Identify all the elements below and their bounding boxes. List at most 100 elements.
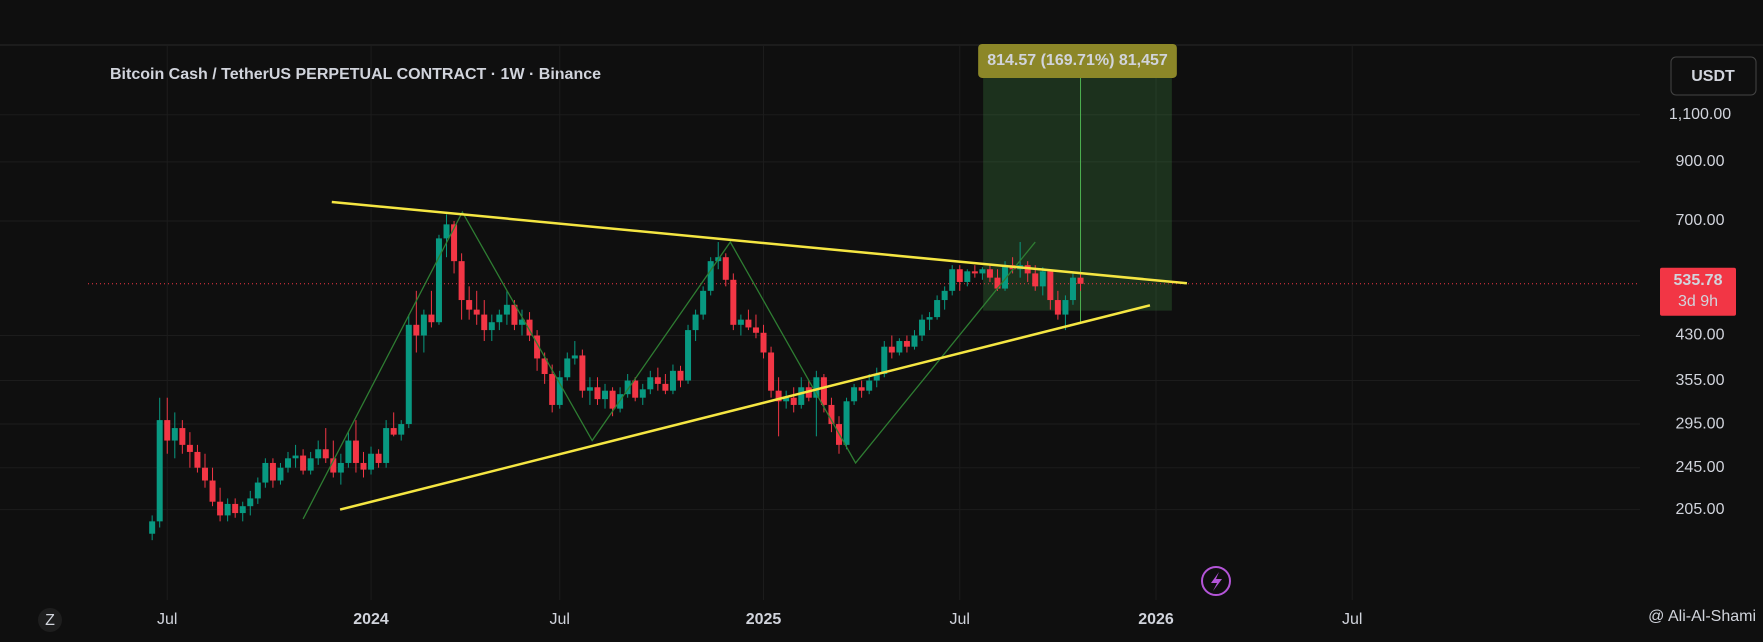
candle-body (602, 390, 609, 400)
zoom-icon[interactable]: Z (45, 612, 55, 629)
candle-body (594, 387, 601, 400)
candle-body (888, 346, 895, 353)
candle-body (534, 335, 541, 359)
candle-body (745, 319, 752, 328)
candle-body (315, 449, 322, 459)
candle-body (768, 352, 775, 391)
x-tick-label: Jul (550, 611, 570, 628)
y-tick-label: 700.00 (1676, 212, 1725, 229)
x-tick-label: Jul (950, 611, 970, 628)
candle-body (156, 420, 163, 522)
candle-body (503, 304, 510, 315)
x-tick-label: 2025 (746, 611, 782, 628)
event-bolt (1211, 572, 1222, 591)
candle-body (639, 389, 646, 398)
candle-body (752, 327, 759, 333)
candle-body (798, 387, 805, 405)
candle-body (941, 290, 948, 301)
candle-body (692, 314, 699, 331)
candle-body (398, 424, 405, 435)
candle-body (828, 404, 835, 425)
candle-body (232, 503, 239, 514)
event-icon[interactable] (1201, 566, 1231, 596)
candle-body (760, 332, 767, 353)
position-label: 814.57 (169.71%) 81,457 (987, 52, 1168, 69)
candle-body (571, 355, 578, 359)
candle-body (851, 387, 858, 402)
candle-body (934, 300, 941, 318)
watermark: @ Ali-Al-Shami (1648, 608, 1756, 625)
candle-body (201, 467, 208, 481)
candle-body (352, 440, 359, 463)
candle-body (337, 462, 344, 473)
candle-body (632, 380, 639, 398)
x-tick-label: Jul (157, 611, 177, 628)
candle-body (783, 397, 790, 402)
position-label-box (978, 43, 1177, 78)
candle-body (662, 383, 669, 391)
candle-body (549, 374, 556, 405)
candle-body (209, 480, 216, 502)
candle-body (254, 482, 261, 499)
y-tick-label: 205.00 (1676, 501, 1725, 518)
candle-body (488, 322, 495, 331)
candle-body (451, 224, 458, 262)
candle-body (360, 462, 367, 470)
x-tick-label: Jul (1342, 611, 1362, 628)
candle-body (458, 261, 465, 301)
candle-body (1054, 300, 1061, 315)
candle-body (949, 269, 956, 291)
zoom-button[interactable] (38, 608, 62, 632)
candle-body (435, 238, 442, 323)
candle-body (466, 300, 473, 310)
currency-label[interactable]: USDT (1691, 68, 1735, 85)
candle-body (624, 380, 631, 395)
candle-body (269, 462, 276, 481)
candle-body (994, 277, 1001, 289)
candle-body (518, 319, 525, 325)
y-tick-label: 1,100.00 (1669, 106, 1731, 123)
y-tick-label: 430.00 (1676, 327, 1725, 344)
candle-body (481, 314, 488, 331)
candle-body (843, 401, 850, 445)
candle-body (164, 420, 171, 441)
candle-body (443, 224, 450, 239)
candle-body (722, 257, 729, 280)
currency-button[interactable] (1670, 56, 1757, 96)
candle-body (186, 444, 193, 452)
candle-body (171, 428, 178, 441)
candle-body (496, 314, 503, 323)
candle-body (300, 455, 307, 471)
candle-body (873, 374, 880, 381)
candle-body (420, 314, 427, 336)
candle-body (1047, 271, 1054, 301)
candle-body (194, 451, 201, 468)
x-tick-label: 2026 (1138, 611, 1174, 628)
candle-body (556, 377, 563, 405)
candle-body (979, 269, 986, 274)
candle-body (579, 355, 586, 391)
candle-body (390, 428, 397, 435)
candle-body (858, 387, 865, 391)
chart-title: Bitcoin Cash / TetherUS PERPETUAL CONTRA… (110, 66, 601, 83)
candle-body (813, 377, 820, 398)
candle-body (413, 324, 420, 336)
candle-body (564, 358, 571, 378)
candle-body (911, 335, 918, 347)
candle-body (285, 458, 292, 468)
candle-body (526, 319, 533, 336)
y-tick-label: 355.00 (1676, 372, 1725, 389)
candle-body (405, 324, 412, 425)
candle-body (1062, 300, 1069, 315)
candle-body (383, 428, 390, 463)
candle-body (669, 370, 676, 391)
trendline (331, 200, 1188, 285)
countdown-label: 3d 9h (1678, 293, 1718, 310)
candle-body (1077, 277, 1084, 284)
y-tick-label: 245.00 (1676, 459, 1725, 476)
candle-body (881, 346, 888, 375)
candle-body (541, 358, 548, 375)
candle-body (322, 449, 329, 459)
